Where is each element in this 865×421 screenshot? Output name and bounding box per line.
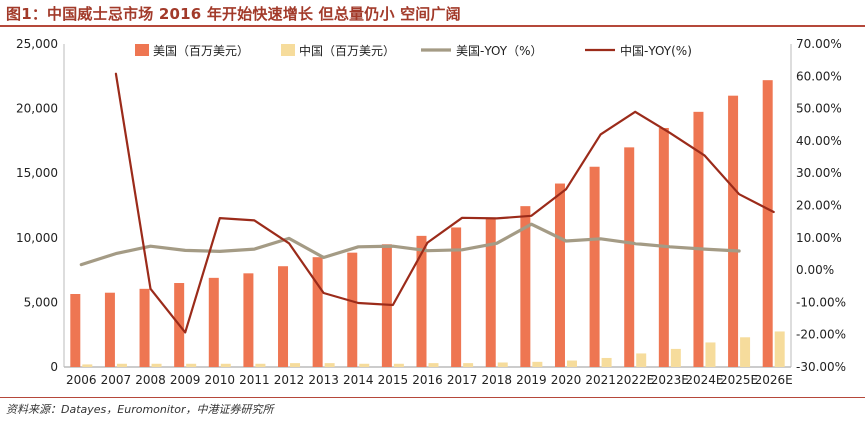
cn-yoy-line xyxy=(114,72,775,334)
x-tick-label: 2022E xyxy=(616,373,654,387)
legend-label: 中国（百万美元） xyxy=(299,43,395,58)
cn-bar xyxy=(393,363,404,367)
right-tick-label: 10.00% xyxy=(796,231,842,245)
left-tick-label: 15,000 xyxy=(16,166,58,180)
cn-bar xyxy=(255,363,266,367)
us-bar xyxy=(624,147,635,367)
left-axis: 0 5,000 10,000 15,000 20,000 25,000 xyxy=(16,37,58,374)
x-tick-label: 2006 xyxy=(66,373,97,387)
us-bar xyxy=(104,292,115,367)
us-bar xyxy=(312,257,323,367)
cn-bar xyxy=(740,337,751,367)
us-bar xyxy=(485,218,496,367)
cn-bar xyxy=(186,363,197,367)
x-tick-label: 2009 xyxy=(170,373,201,387)
x-tick-label: 2026E xyxy=(755,373,793,387)
right-tick-label: -10.00% xyxy=(796,295,846,309)
cn-bar xyxy=(774,331,785,367)
cn-bar xyxy=(670,348,681,367)
cn-bar xyxy=(116,363,127,367)
x-tick-label: 2014 xyxy=(343,373,374,387)
us-bar xyxy=(278,266,289,367)
right-axis: -30.00% -20.00% -10.00% 0.00% 10.00% 20.00% 30… xyxy=(796,37,846,374)
x-tick-label: 2018 xyxy=(481,373,512,387)
x-tick-label: 2023E xyxy=(651,373,689,387)
cn-bar xyxy=(463,363,474,367)
x-tick-label: 2020 xyxy=(551,373,582,387)
us-bar xyxy=(693,111,704,367)
cn-bar xyxy=(324,363,335,367)
source-note: 资料来源：Datayes，Euromonitor，中港证券研究所 xyxy=(6,403,274,416)
us-bar xyxy=(70,294,81,367)
right-tick-label: -20.00% xyxy=(796,328,846,342)
legend-swatch xyxy=(281,44,295,56)
left-tick-label: 10,000 xyxy=(16,231,58,245)
left-tick-label: 5,000 xyxy=(24,295,58,309)
legend: 美国（百万美元） 中国（百万美元） 美国-YOY（%） 中国-YOY(%) xyxy=(135,43,692,58)
us-bar xyxy=(589,166,600,367)
us-bar xyxy=(139,288,150,367)
cn-bar xyxy=(532,361,543,367)
right-tick-label: 0.00% xyxy=(796,263,834,277)
x-tick-label: 2013 xyxy=(308,373,339,387)
x-tick-label: 2007 xyxy=(101,373,132,387)
x-tick-label: 2025E xyxy=(720,373,758,387)
x-tick-label: 2021 xyxy=(585,373,616,387)
cn-bar xyxy=(497,362,508,367)
x-tick-label: 2012 xyxy=(274,373,305,387)
cn-bar xyxy=(636,353,647,367)
right-tick-label: 60.00% xyxy=(796,69,842,83)
cn-bar xyxy=(290,363,301,367)
us-bar xyxy=(520,206,531,367)
right-tick-label: -30.00% xyxy=(796,360,846,374)
us-bar xyxy=(208,277,219,367)
combo-chart: 0 5,000 10,000 15,000 20,000 25,000 -30.00% -2… xyxy=(16,37,846,387)
source-divider xyxy=(0,397,865,398)
right-tick-label: 40.00% xyxy=(796,134,842,148)
cn-bar xyxy=(601,357,612,367)
x-axis: 2006 2007 2008 2009 2010 2011 2012 2013 2014 2015… xyxy=(66,373,793,387)
left-tick-label: 20,000 xyxy=(16,102,58,116)
us-bar xyxy=(416,235,427,367)
title-divider xyxy=(0,25,865,27)
right-tick-label: 30.00% xyxy=(796,166,842,180)
us-bar xyxy=(347,252,358,367)
us-bar xyxy=(762,80,773,367)
line-series xyxy=(79,72,775,334)
right-tick-label: 50.00% xyxy=(796,102,842,116)
legend-label: 中国-YOY(%) xyxy=(620,43,692,58)
us-bar xyxy=(243,273,254,367)
x-tick-label: 2008 xyxy=(135,373,166,387)
cn-bar xyxy=(220,363,231,367)
x-tick-label: 2011 xyxy=(239,373,270,387)
us-bar xyxy=(554,183,565,367)
cn-bar xyxy=(705,342,716,367)
x-tick-label: 2017 xyxy=(447,373,478,387)
legend-label: 美国（百万美元） xyxy=(153,44,249,58)
x-tick-label: 2016 xyxy=(412,373,443,387)
legend-label: 美国-YOY（%） xyxy=(456,44,543,58)
right-tick-label: 70.00% xyxy=(796,37,842,51)
cn-bar xyxy=(566,360,577,367)
legend-swatch xyxy=(135,44,149,56)
cn-bar xyxy=(151,363,162,367)
left-tick-label: 25,000 xyxy=(16,37,58,51)
x-tick-label: 2024E xyxy=(685,373,723,387)
left-tick-label: 0 xyxy=(50,360,58,374)
cn-bar xyxy=(82,364,93,367)
cn-bar xyxy=(359,363,370,367)
x-tick-label: 2015 xyxy=(378,373,409,387)
us-yoy-line xyxy=(79,222,741,267)
us-bar xyxy=(728,95,739,368)
cn-bar xyxy=(428,363,439,367)
x-tick-label: 2019 xyxy=(516,373,547,387)
us-bar xyxy=(451,227,462,367)
x-tick-label: 2010 xyxy=(205,373,236,387)
right-tick-label: 20.00% xyxy=(796,199,842,213)
figure-title: 图1：中国威士忌市场 2016 年开始快速增长 但总量仍小 空间广阔 xyxy=(6,5,461,23)
